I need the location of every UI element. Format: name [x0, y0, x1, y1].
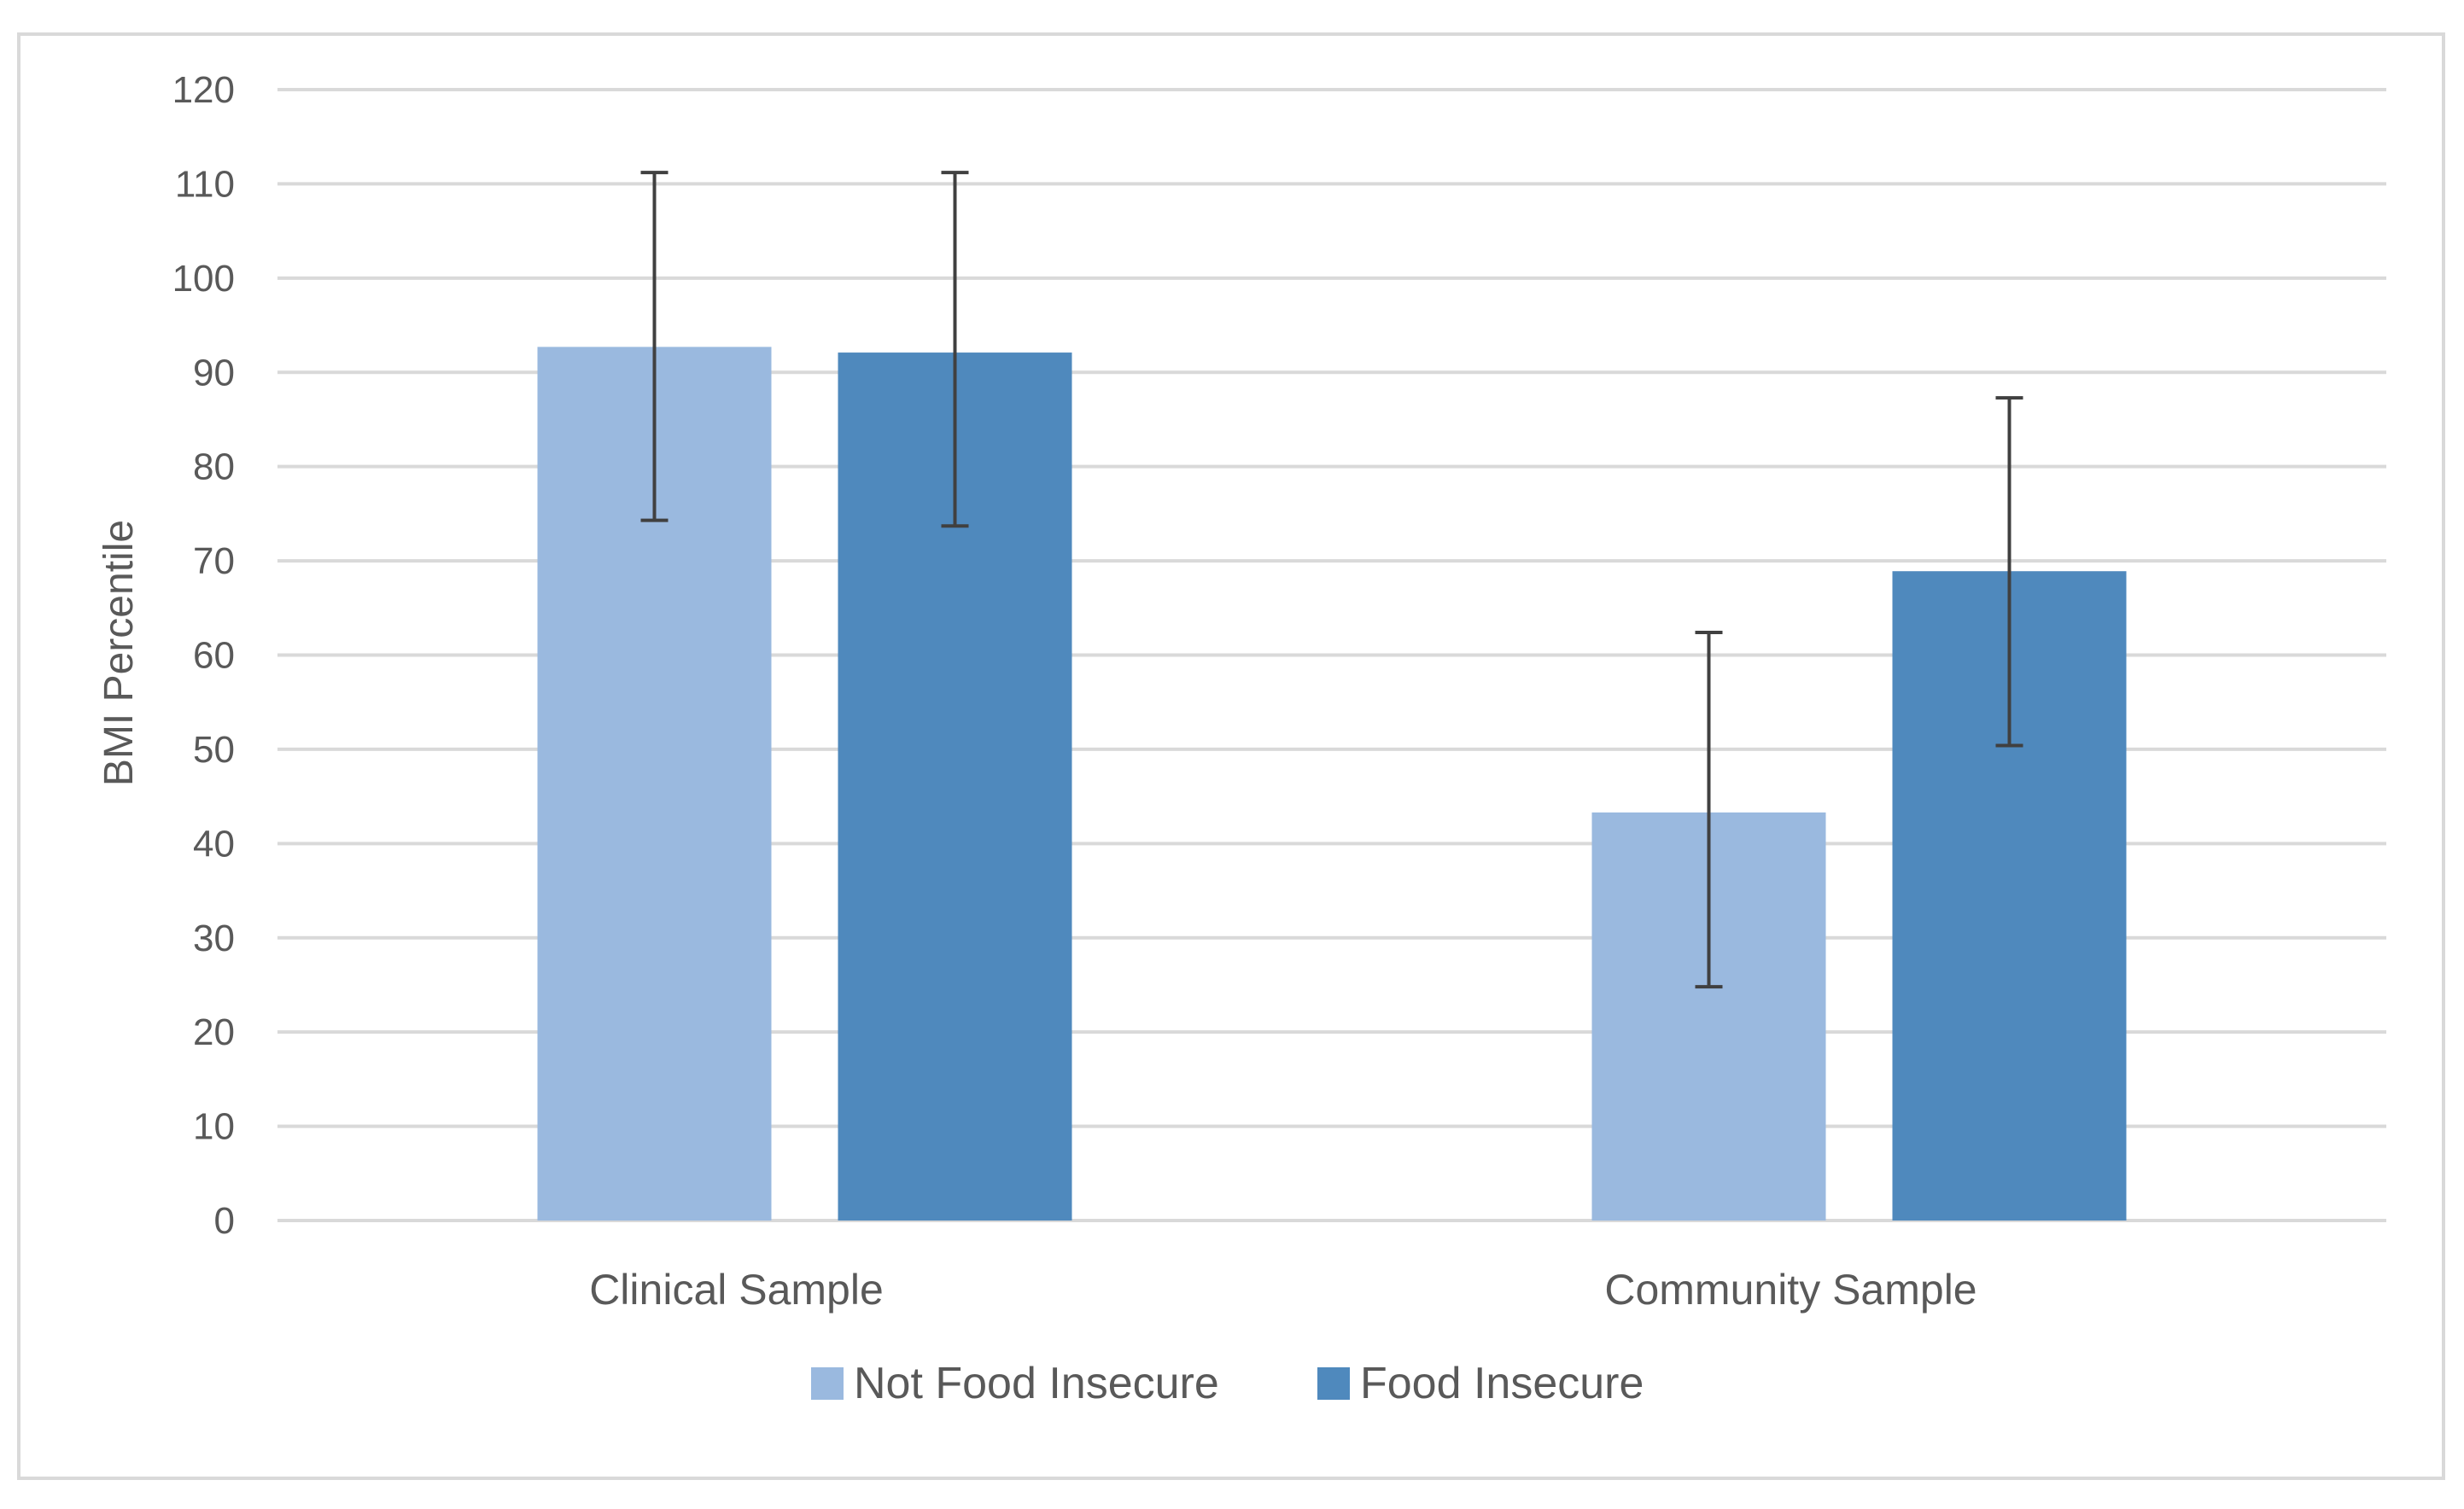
legend: Not Food Insecure Food Insecure [811, 1359, 1644, 1408]
y-axis-ticks: 0 10 20 30 40 50 60 70 80 90 100 110 120 [172, 69, 235, 1242]
x-axis-categories: Clinical Sample Community Sample [589, 1266, 1976, 1314]
legend-label: Not Food Insecure [854, 1359, 1219, 1408]
y-tick-label: 10 [193, 1106, 235, 1148]
y-tick-label: 50 [193, 729, 235, 771]
error-bars [640, 171, 2023, 989]
y-tick-label: 110 [175, 163, 235, 205]
y-tick-label: 70 [193, 540, 235, 582]
y-tick-label: 0 [214, 1200, 235, 1242]
y-tick-label: 30 [193, 918, 235, 959]
y-tick-label: 40 [193, 823, 235, 865]
y-tick-label: 100 [172, 258, 235, 300]
y-tick-label: 80 [193, 446, 235, 488]
bars [537, 347, 2127, 1221]
x-category-label: Clinical Sample [589, 1266, 884, 1314]
y-tick-label: 120 [172, 69, 235, 111]
y-axis-title: BMI Percentile [96, 520, 142, 786]
y-tick-label: 60 [193, 635, 235, 677]
legend-swatch [1317, 1367, 1350, 1400]
x-category-label: Community Sample [1604, 1266, 1976, 1314]
y-tick-label: 90 [193, 352, 235, 393]
legend-label: Food Insecure [1360, 1359, 1644, 1408]
y-tick-label: 20 [193, 1011, 235, 1053]
legend-swatch [811, 1367, 844, 1400]
